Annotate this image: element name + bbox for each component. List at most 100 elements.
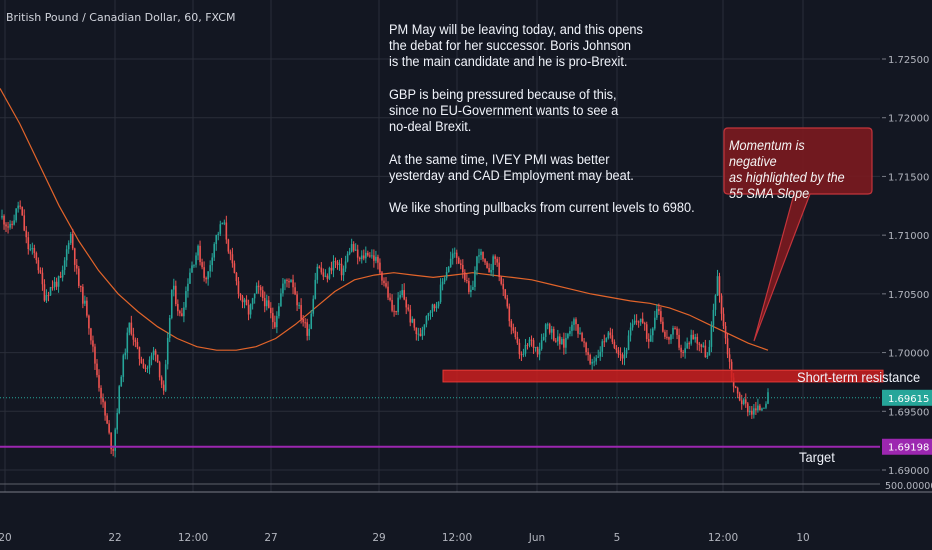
candle-body xyxy=(3,215,5,225)
candle-body xyxy=(544,324,547,337)
candle-body xyxy=(605,338,608,342)
candle-body xyxy=(643,323,646,325)
candle-body xyxy=(439,284,442,302)
candle-body xyxy=(500,277,503,284)
candle-body xyxy=(261,290,264,299)
candle-body xyxy=(300,305,302,320)
price-levels xyxy=(0,369,884,448)
candle-body xyxy=(288,280,290,283)
candle-body xyxy=(106,415,108,424)
candle-body xyxy=(346,253,349,262)
price-axis[interactable]: 1.72500 1.72000 1.71500 1.71000 1.70500 1.700… xyxy=(882,55,932,492)
candle-body xyxy=(15,208,17,221)
candle-body xyxy=(726,338,729,355)
candle-body xyxy=(146,367,149,369)
candle-body xyxy=(528,339,531,346)
candle-body xyxy=(152,350,155,356)
candle-body xyxy=(278,306,280,317)
candle-body xyxy=(617,350,620,355)
candle-body xyxy=(257,285,260,288)
candle-body xyxy=(270,307,272,314)
candle-body xyxy=(100,387,102,399)
symbol-title[interactable]: British Pound / Canadian Dollar, 60, FXC… xyxy=(6,11,236,24)
momentum-callout[interactable] xyxy=(723,127,873,342)
candle-body xyxy=(122,355,125,377)
candle-body xyxy=(41,272,44,285)
candle-body xyxy=(662,321,664,332)
candle-body xyxy=(304,322,306,324)
candle-body xyxy=(86,300,88,316)
candle-body xyxy=(385,283,387,287)
candle-body xyxy=(114,429,116,451)
candle-body xyxy=(61,269,64,278)
candle-body xyxy=(742,399,745,405)
candle-body xyxy=(47,295,50,297)
candle-body xyxy=(253,293,256,299)
candle-body xyxy=(156,354,159,363)
time-axis[interactable]: 20 22 12:00 27 29 12:00 Jun 5 12:00 10 xyxy=(0,532,810,544)
candle-body xyxy=(447,266,450,272)
candle-body xyxy=(82,286,84,304)
candle-body xyxy=(457,257,460,264)
candle-body xyxy=(221,222,224,225)
candle-body xyxy=(251,298,254,305)
momentum-callout-text: Momentum is negative as highlighted by t… xyxy=(729,137,845,201)
candle-body xyxy=(80,285,82,287)
candle-body xyxy=(233,263,236,273)
candle-body xyxy=(53,281,56,288)
candle-body xyxy=(201,262,203,268)
candle-body xyxy=(310,313,313,329)
candle-body xyxy=(5,224,7,227)
candle-body xyxy=(21,206,24,216)
candle-body xyxy=(694,336,697,340)
candle-body xyxy=(306,322,308,336)
candle-body xyxy=(387,286,389,298)
candle-body xyxy=(71,233,74,249)
candle-body xyxy=(718,276,721,296)
candle-body xyxy=(443,278,446,282)
candle-body xyxy=(437,301,440,307)
candle-body xyxy=(530,339,533,341)
candle-body xyxy=(191,265,193,273)
candle-body xyxy=(700,344,703,347)
candle-body xyxy=(698,343,701,345)
candle-body xyxy=(92,340,94,347)
candle-body xyxy=(320,267,323,273)
time-tick-label: 12:00 xyxy=(442,532,472,544)
candle-body xyxy=(235,272,238,282)
candle-body xyxy=(647,338,650,342)
candle-body xyxy=(326,275,329,279)
time-tick-label: Jun xyxy=(528,532,545,544)
candle-body xyxy=(482,251,484,260)
candle-body xyxy=(627,335,630,350)
candle-body xyxy=(591,361,593,364)
candle-body xyxy=(179,311,181,314)
candle-body xyxy=(19,205,21,207)
candle-body xyxy=(13,220,15,225)
candle-body xyxy=(23,215,26,231)
candle-body xyxy=(342,268,345,276)
candle-body xyxy=(231,254,234,264)
candle-body xyxy=(468,280,470,292)
candle-body xyxy=(676,328,678,335)
price-tick-label: 1.71000 xyxy=(888,231,929,242)
candle-body xyxy=(411,318,414,323)
candle-body xyxy=(90,328,92,341)
candle-body xyxy=(577,324,579,334)
candle-body xyxy=(298,305,300,307)
candle-body xyxy=(348,251,351,254)
candle-body xyxy=(688,343,690,345)
candle-body xyxy=(710,325,713,347)
candle-body xyxy=(548,324,551,333)
candle-body xyxy=(209,265,211,272)
candle-body xyxy=(393,310,395,312)
candle-body xyxy=(554,340,557,342)
candle-body xyxy=(381,272,383,281)
candle-body xyxy=(160,377,163,385)
candle-body xyxy=(512,327,515,331)
candle-body xyxy=(587,352,589,355)
candle-body xyxy=(670,334,672,340)
candle-body xyxy=(98,375,100,388)
candle-body xyxy=(78,268,80,286)
